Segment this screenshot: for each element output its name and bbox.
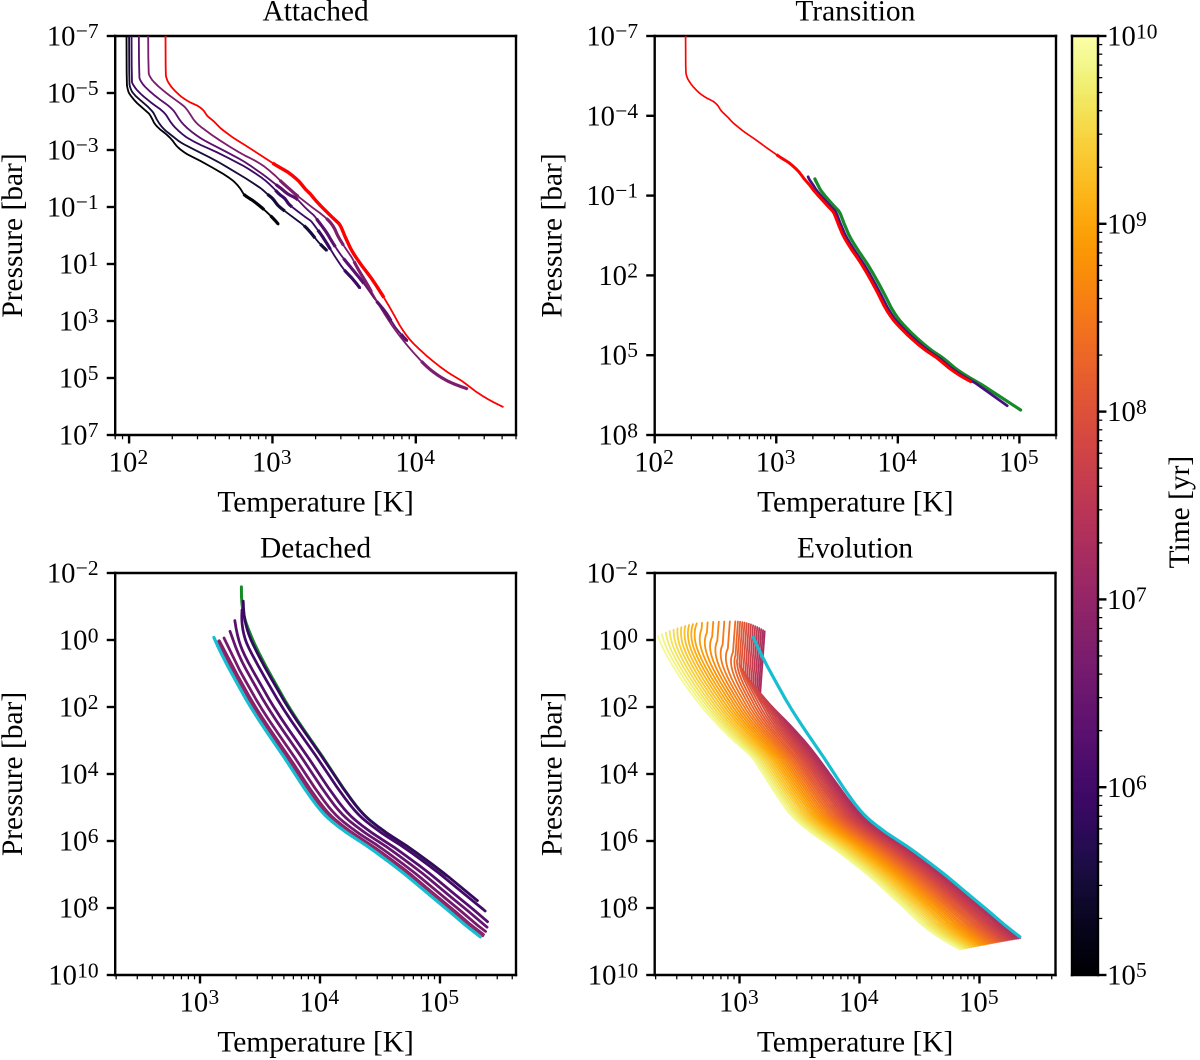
svg-text:1 0 5: 1 0 5 [999,445,1039,478]
svg-text:1 0 7: 1 0 7 [1107,582,1147,615]
svg-text:Detached: Detached [260,533,371,565]
svg-text:1 0 −: 1 0 − 1 [586,178,638,212]
svg-text:1 0 5: 1 0 5 [1107,958,1147,991]
svg-text:1 0 4: 1 0 4 [598,757,638,790]
svg-text:1 0 8: 1 0 8 [598,891,638,924]
svg-text:1 0 5: 1 0 5 [598,338,638,371]
svg-text:1 0 5: 1 0 5 [59,361,99,394]
svg-text:1 0 6: 1 0 6 [59,824,99,857]
svg-text:Temperature [K]: Temperature [K] [757,487,954,519]
svg-text:1 0 −: 1 0 − 7 [586,18,638,52]
svg-text:1 0 8: 1 0 8 [598,418,638,451]
svg-text:1 0 4: 1 0 4 [877,445,917,478]
svg-text:Attached: Attached [262,0,369,28]
svg-text:Temperature [K]: Temperature [K] [217,487,414,519]
svg-text:1 0 7: 1 0 7 [59,418,99,451]
svg-text:1 0 1: 1 0 1 0 [1107,18,1157,52]
svg-text:1 0 2: 1 0 2 [598,259,638,292]
svg-text:1 0 2: 1 0 2 [109,445,149,478]
svg-text:1 0 3: 1 0 3 [719,985,759,1018]
svg-text:Temperature [K]: Temperature [K] [757,1027,954,1059]
svg-text:1 0 6: 1 0 6 [1107,770,1147,803]
svg-text:1 0 8: 1 0 8 [1107,395,1147,428]
svg-text:1 0 6: 1 0 6 [598,824,638,857]
svg-text:1 0 5: 1 0 5 [420,985,460,1018]
svg-text:1 0 4: 1 0 4 [59,757,99,790]
svg-text:Pressure [bar]: Pressure [bar] [0,153,29,317]
svg-text:1 0 1: 1 0 1 0 [588,957,638,991]
svg-text:1 0 3: 1 0 3 [252,445,292,478]
svg-text:1 0 2: 1 0 2 [634,445,674,478]
svg-text:1 0 −: 1 0 − 7 [47,18,99,52]
svg-text:1 0 5: 1 0 5 [959,985,999,1018]
svg-text:1 0 −: 1 0 − 5 [47,75,99,109]
svg-text:1 0 4: 1 0 4 [300,985,340,1018]
svg-text:1 0 9: 1 0 9 [1107,207,1147,240]
svg-text:1 0 1: 1 0 1 [59,247,99,280]
svg-text:Pressure [bar]: Pressure [bar] [0,692,29,856]
svg-text:1 0 −: 1 0 − 1 [47,189,99,223]
svg-text:Pressure [bar]: Pressure [bar] [536,692,568,856]
svg-text:1 0 1: 1 0 1 0 [48,957,98,991]
svg-text:Pressure [bar]: Pressure [bar] [536,153,568,317]
svg-text:1 0 8: 1 0 8 [59,891,99,924]
svg-text:Time [yr]: Time [yr] [1164,456,1196,569]
svg-text:Evolution: Evolution [797,533,913,565]
svg-text:Temperature [K]: Temperature [K] [217,1027,414,1059]
svg-text:1 0 0: 1 0 0 [598,623,638,656]
svg-text:1 0 3: 1 0 3 [180,985,220,1018]
svg-text:Transition: Transition [795,0,915,28]
svg-text:1 0 4: 1 0 4 [395,445,435,478]
svg-text:1 0 3: 1 0 3 [59,304,99,337]
svg-text:1 0 2: 1 0 2 [598,690,638,723]
svg-text:1 0 −: 1 0 − 2 [47,555,99,589]
svg-text:1 0 −: 1 0 − 4 [586,98,638,132]
svg-text:1 0 −: 1 0 − 2 [586,555,638,589]
svg-text:1 0 −: 1 0 − 3 [47,132,99,166]
svg-text:1 0 3: 1 0 3 [756,445,796,478]
svg-text:1 0 4: 1 0 4 [839,985,879,1018]
svg-text:1 0 0: 1 0 0 [59,623,99,656]
svg-text:1 0 2: 1 0 2 [59,690,99,723]
